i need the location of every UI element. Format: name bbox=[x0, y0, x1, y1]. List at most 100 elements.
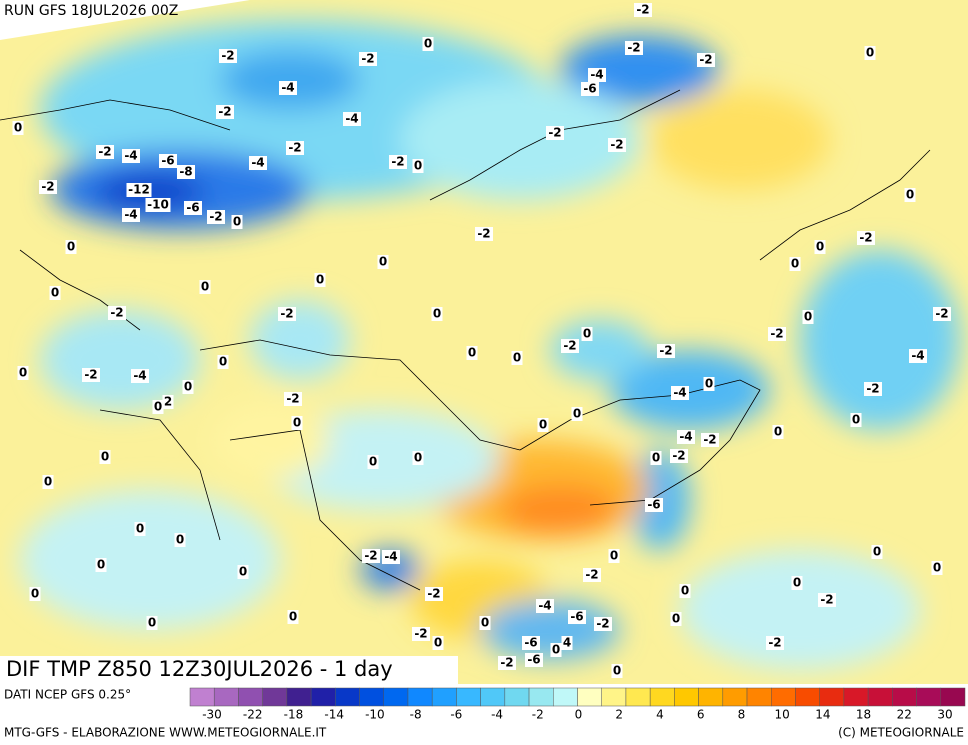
contour-label: 0 bbox=[136, 522, 144, 536]
contour-label: 0 bbox=[176, 533, 184, 547]
contour-label: 0 bbox=[933, 561, 941, 575]
contour-label: -2 bbox=[209, 210, 222, 224]
contour-label-bg bbox=[931, 561, 943, 575]
contour-label-bg bbox=[677, 430, 695, 444]
contour-label: -2 bbox=[636, 3, 649, 17]
contour-label: -2 bbox=[110, 306, 123, 320]
contour-label-bg bbox=[377, 255, 389, 269]
contour-label: -2 bbox=[98, 145, 111, 159]
contour-label: -4 bbox=[538, 599, 551, 613]
colorbar-tick-label: -30 bbox=[202, 708, 222, 722]
contour-label-bg bbox=[159, 154, 177, 168]
contour-label-bg bbox=[571, 407, 583, 421]
contour-label: 0 bbox=[201, 280, 209, 294]
contour-label: -8 bbox=[179, 165, 192, 179]
contour-label-bg bbox=[546, 126, 564, 140]
contour-label-bg bbox=[608, 138, 626, 152]
colorbar-swatch bbox=[359, 687, 384, 707]
contour-label: -2 bbox=[218, 105, 231, 119]
contour-label: -2 bbox=[427, 587, 440, 601]
colorbar-tick-label: 4 bbox=[656, 708, 664, 722]
contour-label-bg bbox=[39, 180, 57, 194]
colorbar-swatch bbox=[867, 687, 893, 707]
contour-label: 0 bbox=[97, 558, 105, 572]
contour-label: -2 bbox=[699, 53, 712, 67]
colorbar-swatch bbox=[746, 687, 772, 707]
contour-label-bg bbox=[152, 400, 164, 414]
colorbar-swatch bbox=[431, 687, 457, 707]
contour-label: 2 bbox=[164, 395, 172, 409]
contour-label-bg bbox=[82, 368, 100, 382]
contour-label: 0 bbox=[573, 407, 581, 421]
contour-label: -2 bbox=[627, 41, 640, 55]
contour-label: 0 bbox=[852, 413, 860, 427]
contour-label-bg bbox=[522, 636, 540, 650]
contour-label-bg bbox=[909, 349, 927, 363]
contour-label-bg bbox=[278, 307, 296, 321]
contour-label: -4 bbox=[911, 349, 924, 363]
contour-label: -6 bbox=[570, 610, 583, 624]
contour-label: -2 bbox=[768, 636, 781, 650]
colorbar-swatch bbox=[407, 687, 433, 707]
contour-label: 0 bbox=[873, 545, 881, 559]
contour-label-bg bbox=[933, 307, 951, 321]
contour-label: 0 bbox=[219, 355, 227, 369]
contour-label-bg bbox=[657, 344, 675, 358]
contour-label-bg bbox=[581, 82, 599, 96]
contour-label: 0 bbox=[906, 188, 914, 202]
contour-label-bg bbox=[284, 392, 302, 406]
contour-label-bg bbox=[249, 156, 267, 170]
contour-label-bg bbox=[645, 498, 663, 512]
colorbar-tick-label: -2 bbox=[532, 708, 544, 722]
colorbar-tick-label: 10 bbox=[774, 708, 789, 722]
contour-label: -2 bbox=[288, 141, 301, 155]
contour-label-bg bbox=[594, 617, 612, 631]
colorbar-swatch bbox=[456, 687, 481, 707]
contour-label-bg bbox=[864, 46, 876, 60]
footer-left: MTG-GFS - ELABORAZIONE WWW.METEOGIORNALE… bbox=[4, 726, 327, 740]
colorbar-swatch bbox=[504, 687, 530, 707]
run-label: RUN GFS 18JUL2026 00Z bbox=[4, 3, 178, 19]
colorbar-swatch bbox=[601, 687, 627, 707]
contour-label-bg bbox=[536, 599, 554, 613]
contour-label-bg bbox=[561, 636, 573, 650]
contour-label: 0 bbox=[414, 159, 422, 173]
contour-label: 0 bbox=[816, 240, 824, 254]
contour-label: -2 bbox=[672, 449, 685, 463]
footer-right: (C) METEOGIORNALE bbox=[838, 726, 964, 740]
colorbar-swatch bbox=[771, 687, 796, 707]
contour-label-bg bbox=[291, 416, 303, 430]
contour-label: -4 bbox=[251, 156, 264, 170]
contour-label-bg bbox=[703, 377, 715, 391]
contour-label: -2 bbox=[610, 138, 623, 152]
contour-label: -10 bbox=[147, 198, 169, 212]
colorbar-swatch bbox=[480, 687, 506, 707]
contour-label-bg bbox=[286, 141, 304, 155]
colorbar-tick-label: -22 bbox=[243, 708, 263, 722]
contour-label-bg bbox=[766, 636, 784, 650]
contour-label: 0 bbox=[583, 327, 591, 341]
contour-label-bg bbox=[583, 568, 601, 582]
contour-label-bg bbox=[814, 240, 826, 254]
contour-label-bg bbox=[96, 145, 114, 159]
contour-label-bg bbox=[29, 587, 41, 601]
contour-label: -6 bbox=[647, 498, 660, 512]
contour-label: 0 bbox=[67, 240, 75, 254]
contour-label: 0 bbox=[44, 475, 52, 489]
contour-label-bg bbox=[122, 149, 140, 163]
colorbar-swatch bbox=[698, 687, 724, 707]
contour-label: 0 bbox=[791, 257, 799, 271]
colorbar-tick-label: -8 bbox=[410, 708, 422, 722]
contour-label: 0 bbox=[774, 425, 782, 439]
contour-label-bg bbox=[343, 112, 361, 126]
contour-label-bg bbox=[768, 327, 786, 341]
contour-label-bg bbox=[772, 425, 784, 439]
contour-label-bg bbox=[670, 612, 682, 626]
colorbar-swatch bbox=[189, 687, 215, 707]
colorbar-swatch bbox=[916, 687, 942, 707]
contour-label-bg bbox=[511, 351, 523, 365]
contour-label-bg bbox=[550, 643, 562, 657]
colorbar-swatch bbox=[577, 687, 602, 707]
contour-label-bg bbox=[611, 664, 623, 678]
colorbar-tick-label: 14 bbox=[815, 708, 830, 722]
